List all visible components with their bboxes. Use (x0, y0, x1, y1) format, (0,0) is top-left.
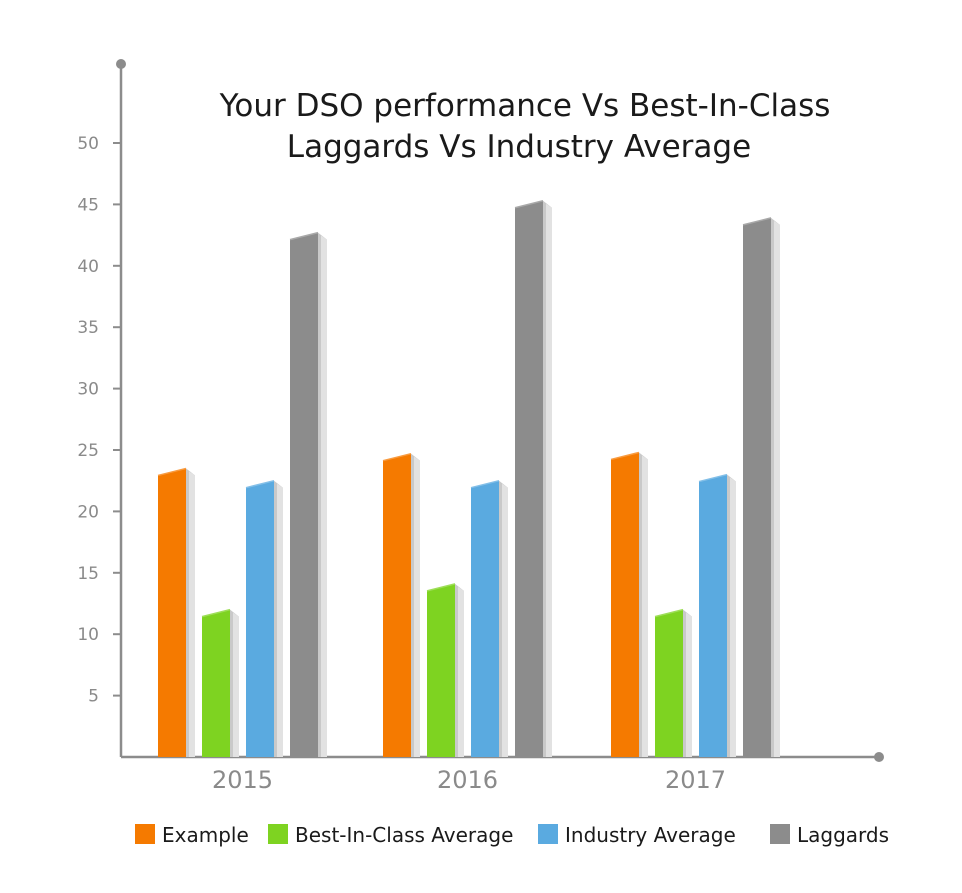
bar-front (515, 200, 543, 757)
bar-side-highlight (546, 203, 552, 757)
bar-side-highlight (686, 612, 692, 757)
y-tick-label: 5 (88, 687, 99, 707)
y-axis-ticks: 5 10 15 20 25 30 35 40 45 50 (77, 134, 121, 707)
bar-top-edge (470, 479, 500, 489)
bar-top-edge (698, 473, 728, 483)
bar-industry-average-2017 (698, 473, 736, 757)
bar-front (246, 480, 274, 757)
legend-swatch (538, 824, 558, 844)
bar-laggards-2015 (289, 231, 327, 758)
chart-title: Your DSO performance Vs Best-In-Class La… (219, 88, 831, 165)
bar-top-edge (610, 451, 640, 461)
bar-top-edge (514, 199, 544, 209)
bar-top-edge (289, 231, 319, 241)
legend-swatch (770, 824, 790, 844)
bar-top-edge (742, 217, 772, 226)
bar-top-edge (245, 479, 275, 489)
bar-best-in-class-average-2017 (654, 608, 692, 757)
bar-side-highlight (730, 477, 736, 757)
bar-side-highlight (414, 456, 420, 757)
bar-front (611, 452, 639, 757)
bar-top-edge (426, 583, 456, 592)
bar-side-highlight (277, 483, 283, 757)
bar-side-highlight (774, 220, 780, 757)
bar-front (743, 217, 771, 757)
y-tick-label: 45 (77, 195, 99, 215)
bar-front (655, 609, 683, 757)
legend-label: Industry Average (565, 823, 736, 847)
bar-side-highlight (458, 586, 464, 757)
bar-top-edge (157, 467, 187, 477)
bar-top-edge (201, 608, 231, 618)
bar-front (202, 609, 230, 757)
y-axis-end-dot (116, 59, 126, 69)
bar-series (157, 199, 780, 758)
legend-swatch (135, 824, 155, 844)
bar-example-2016 (382, 452, 420, 757)
bar-laggards-2017 (742, 217, 780, 757)
y-tick-label: 50 (77, 134, 99, 154)
bar-best-in-class-average-2016 (426, 583, 464, 757)
legend-label: Best-In-Class Average (295, 823, 513, 847)
y-tick-label: 35 (77, 318, 99, 338)
bar-top-edge (382, 452, 412, 462)
bar-front (383, 453, 411, 757)
x-axis-end-dot (874, 752, 884, 762)
bar-front (471, 480, 499, 757)
y-tick-label: 15 (77, 564, 99, 584)
bar-front (290, 232, 318, 758)
chart-title-line-1: Your DSO performance Vs Best-In-Class (219, 88, 831, 124)
chart-title-line-2: Laggards Vs Industry Average (287, 129, 751, 165)
chart-legend: Example Best-In-Class Average Industry Ave… (135, 823, 889, 847)
x-category-label: 2016 (437, 766, 498, 794)
bar-front (699, 474, 727, 757)
bar-laggards-2016 (514, 199, 552, 757)
legend-item-example: Example (135, 823, 249, 847)
bar-best-in-class-average-2015 (201, 608, 239, 757)
bar-example-2015 (157, 467, 195, 757)
bar-side-highlight (642, 455, 648, 757)
bar-side-highlight (502, 483, 508, 757)
legend-swatch (268, 824, 288, 844)
legend-item-industry-average: Industry Average (538, 823, 736, 847)
x-category-label: 2015 (212, 766, 273, 794)
bar-example-2017 (610, 451, 648, 757)
bar-industry-average-2016 (470, 479, 508, 757)
legend-item-laggards: Laggards (770, 823, 889, 847)
legend-item-best-in-class-average: Best-In-Class Average (268, 823, 513, 847)
y-tick-label: 25 (77, 441, 99, 461)
legend-label: Laggards (797, 823, 889, 847)
bar-top-edge (654, 608, 684, 618)
y-tick-label: 30 (77, 380, 99, 400)
y-tick-label: 20 (77, 502, 99, 522)
x-category-label: 2017 (665, 766, 726, 794)
bar-side-highlight (321, 235, 327, 758)
bar-front (427, 583, 455, 757)
bar-side-highlight (189, 471, 195, 757)
legend-label: Example (162, 823, 249, 847)
bar-side-highlight (233, 612, 239, 757)
x-axis-categories: 2015 2016 2017 (212, 766, 726, 794)
bar-industry-average-2015 (245, 479, 283, 757)
y-tick-label: 10 (77, 625, 99, 645)
y-tick-label: 40 (77, 257, 99, 277)
bar-front (158, 468, 186, 757)
